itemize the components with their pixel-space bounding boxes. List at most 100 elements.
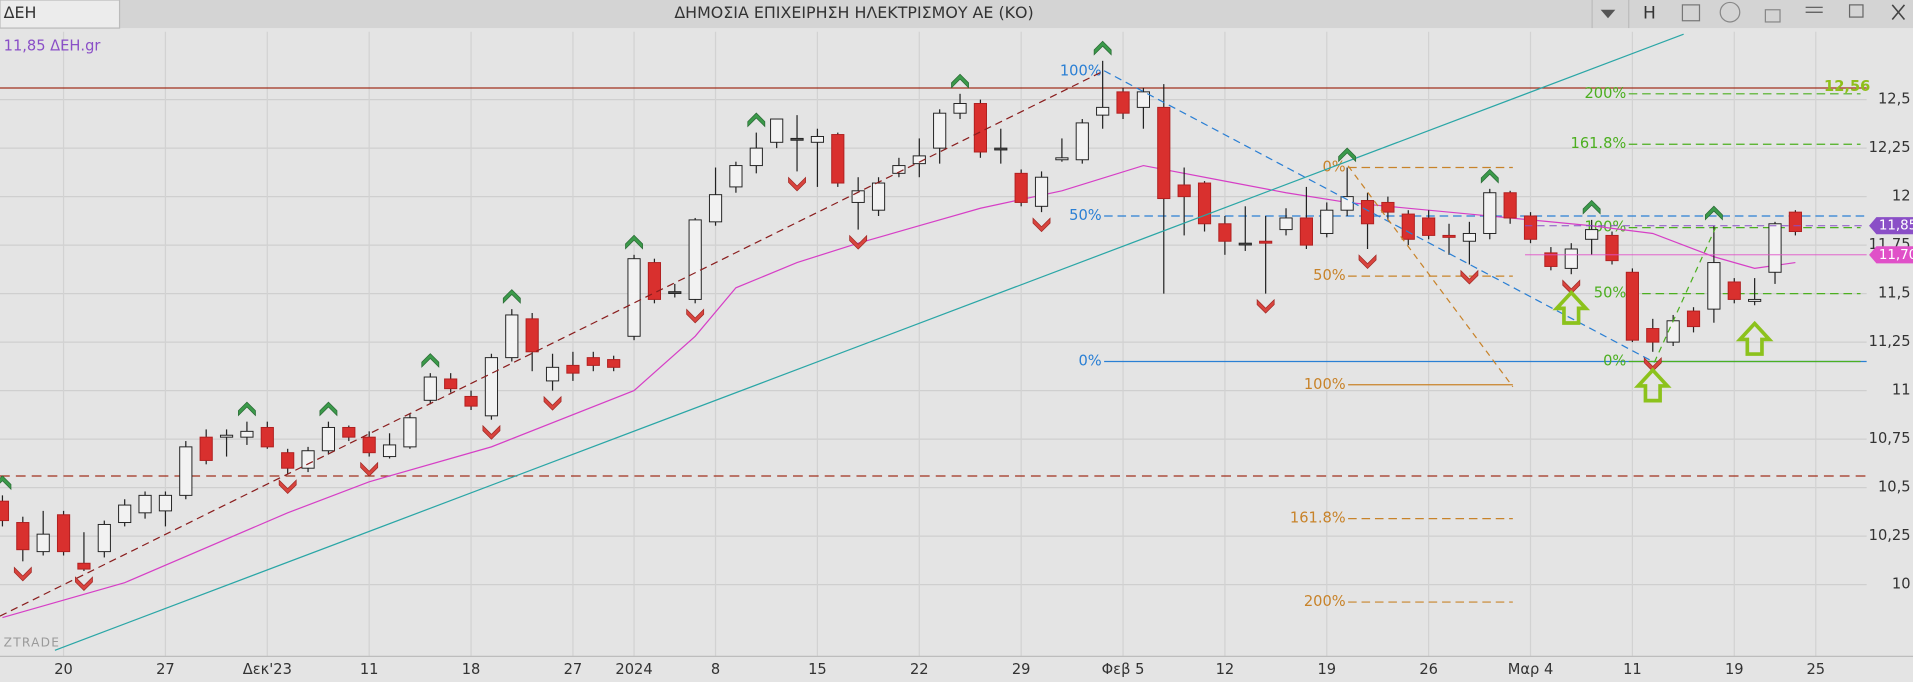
up-signal xyxy=(1338,147,1357,163)
candle-body xyxy=(1116,91,1130,114)
candle-body xyxy=(1259,240,1273,244)
candle-body xyxy=(933,112,947,149)
y-tick-label: 10 xyxy=(1892,576,1911,593)
up-signal xyxy=(1093,40,1112,56)
candle-body xyxy=(1768,223,1782,273)
candle-body xyxy=(1442,234,1456,238)
y-tick-label: 12,5 xyxy=(1878,91,1911,108)
candle-body xyxy=(607,359,621,368)
moving-average xyxy=(2,164,1796,619)
candle-body xyxy=(973,103,988,153)
down-signal xyxy=(849,234,868,250)
y-tick-label: 10,75 xyxy=(1869,430,1911,447)
quote-icon[interactable] xyxy=(1719,1,1741,23)
down-signal xyxy=(13,566,32,582)
x-tick-label: Μαρ 4 xyxy=(1508,661,1554,678)
candle-body xyxy=(1564,248,1578,269)
y-tick-label: 10,5 xyxy=(1878,479,1911,496)
candle-body xyxy=(1238,242,1252,246)
candle-body xyxy=(668,291,682,294)
candle-body xyxy=(525,318,539,353)
x-tick-label: 26 xyxy=(1419,661,1438,678)
up-signal xyxy=(1704,205,1723,221)
fib-label: 50% xyxy=(1069,207,1102,224)
candle-body xyxy=(36,533,50,553)
buy-arrow xyxy=(1552,289,1591,325)
candle-body xyxy=(1055,157,1069,161)
minimize-icon[interactable] xyxy=(1805,6,1823,13)
candle-body xyxy=(281,452,295,469)
symbol: ΔΕΗ xyxy=(4,3,37,22)
restore-icon[interactable] xyxy=(1848,4,1864,18)
fib-label: 100% xyxy=(1304,376,1346,393)
price-tag-label: 11,70 xyxy=(1879,248,1913,263)
candle-body xyxy=(505,314,519,359)
x-tick-label: 25 xyxy=(1806,661,1825,678)
x-tick-label: 15 xyxy=(808,661,827,678)
candle-body xyxy=(464,395,478,407)
save-icon[interactable] xyxy=(1681,4,1701,22)
candle-body xyxy=(403,417,417,448)
candle-body xyxy=(240,430,254,438)
price-tag xyxy=(1869,217,1913,235)
resistance-label: 12,56 xyxy=(1824,78,1870,95)
candle-body xyxy=(994,147,1008,151)
candle-body xyxy=(1197,182,1212,225)
quote-label: 11,85 ΔΕΗ.gr xyxy=(4,37,102,54)
watermark: ZTRADE xyxy=(4,635,61,649)
symbol-tab[interactable] xyxy=(0,0,121,29)
x-tick-label: 11 xyxy=(360,661,379,678)
candle-body xyxy=(627,258,641,337)
header-bar xyxy=(0,0,1913,29)
candle-body xyxy=(729,165,743,188)
dropdown-button[interactable] xyxy=(1600,9,1616,19)
candle-body xyxy=(1360,200,1375,225)
candle-body xyxy=(1503,192,1517,219)
price-tag xyxy=(1869,246,1913,264)
candle-body xyxy=(138,494,152,514)
down-signal xyxy=(686,308,705,324)
candle-body xyxy=(219,434,234,438)
candle-body xyxy=(16,522,30,551)
header-button[interactable]: H xyxy=(1643,3,1656,23)
fib-label: 0% xyxy=(1078,353,1101,370)
fib-anchor-line xyxy=(1347,165,1514,388)
trend-line xyxy=(0,70,1105,617)
candle-body xyxy=(382,444,397,458)
lock-icon[interactable] xyxy=(1764,9,1781,23)
candle-body xyxy=(1605,234,1619,262)
x-tick-label: Δεκ'23 xyxy=(243,661,292,678)
candle-body xyxy=(871,182,886,211)
up-signal xyxy=(502,289,521,304)
down-signal xyxy=(482,424,501,440)
candle-body xyxy=(1381,201,1395,213)
candle-body xyxy=(1136,91,1150,108)
candle-body xyxy=(912,155,926,165)
candle-body xyxy=(770,118,784,143)
buy-arrow xyxy=(1735,320,1774,356)
x-tick-label: 27 xyxy=(156,661,175,678)
x-tick-label: Φεβ 5 xyxy=(1102,661,1145,678)
up-signal xyxy=(747,112,766,128)
candle-body xyxy=(342,426,356,438)
candle-body xyxy=(423,376,437,401)
x-tick-label: 19 xyxy=(1725,661,1744,678)
candle-body xyxy=(1585,229,1599,240)
candle-body xyxy=(790,137,804,141)
buy-arrow xyxy=(1633,367,1672,403)
down-signal xyxy=(360,461,379,477)
overlay: 11,85 11,70 xyxy=(0,40,1913,592)
y-tick-label: 10,25 xyxy=(1869,527,1911,544)
candle-body xyxy=(647,262,662,300)
fib-label: 0% xyxy=(1603,353,1626,370)
y-tick-label: 11,25 xyxy=(1869,333,1911,350)
y-tick-label: 11,5 xyxy=(1878,285,1911,302)
fib-label: 100% xyxy=(1060,62,1102,79)
x-tick-label: 27 xyxy=(564,661,583,678)
down-signal xyxy=(1032,217,1051,233)
candle-body xyxy=(1646,328,1660,343)
close-icon[interactable] xyxy=(1891,4,1906,21)
price-tag-label: 11,85 xyxy=(1879,219,1913,234)
candle-body xyxy=(688,219,702,300)
